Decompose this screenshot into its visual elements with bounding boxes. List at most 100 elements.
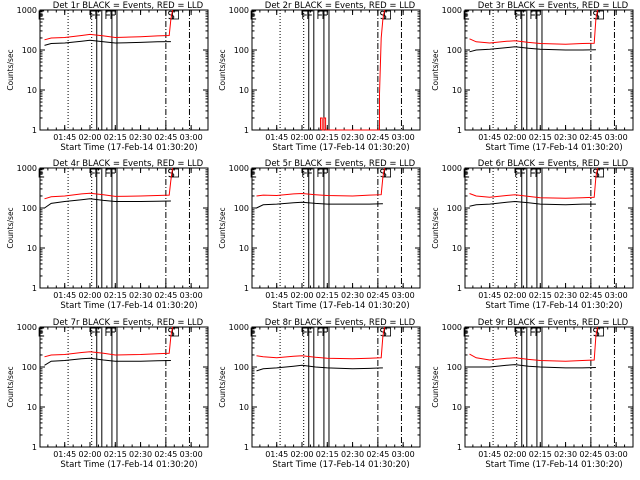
chart-title: Det 4r BLACK = Events, RED = LLD (53, 159, 204, 169)
marker-e-glyph (463, 10, 470, 20)
x-tick-label: 01:45 (478, 291, 501, 300)
y-axis-label: Counts/sec (218, 366, 227, 407)
marker-f-glyph (90, 10, 96, 19)
marker-f-glyph (530, 10, 536, 19)
marker-f-glyph (530, 168, 536, 177)
x-tick-label: 02:45 (579, 291, 602, 300)
marker-s-box (597, 327, 605, 337)
x-axis-label: Start Time (17-Feb-14 01:30:20) (272, 301, 409, 311)
y-tick-label: 1 (244, 126, 249, 135)
x-tick-label: 02:45 (154, 450, 177, 459)
x-tick-label: 03:00 (392, 133, 415, 142)
y-tick-label: 10 (452, 86, 462, 95)
y-tick-label: 1 (244, 443, 249, 452)
x-axis-label: Start Time (17-Feb-14 01:30:20) (485, 143, 622, 153)
x-tick-label: 01:45 (53, 291, 76, 300)
marker-e-glyph (38, 10, 45, 20)
plot-frame (39, 167, 209, 289)
x-tick-label: 02:30 (341, 133, 364, 142)
x-tick-label: 02:45 (154, 133, 177, 142)
x-tick-label: 03:00 (605, 450, 628, 459)
y-tick-label: 10 (452, 403, 462, 412)
plot-frame (464, 167, 634, 289)
marker-f-glyph (322, 10, 328, 19)
marker-f-glyph (535, 10, 541, 19)
marker-f-glyph (515, 327, 521, 336)
y-tick-label: 100 (22, 363, 37, 372)
marker-f-glyph (535, 327, 541, 336)
y-tick-label: 100 (22, 46, 37, 55)
x-tick-label: 02:45 (366, 133, 389, 142)
y-tick-label: 100 (447, 204, 462, 213)
y-axis-label: Counts/sec (6, 49, 15, 90)
x-tick-label: 02:30 (554, 133, 577, 142)
x-tick-label: 02:30 (341, 450, 364, 459)
marker-f-glyph (105, 327, 111, 336)
x-axis-label: Start Time (17-Feb-14 01:30:20) (485, 301, 622, 311)
series-lld-line (469, 167, 599, 199)
x-tick-label: 03:00 (392, 450, 415, 459)
x-tick-label: 02:15 (104, 291, 127, 300)
x-axis-label: Start Time (17-Feb-14 01:30:20) (60, 301, 197, 311)
x-axis-label: Start Time (17-Feb-14 01:30:20) (272, 143, 409, 153)
x-tick-label: 02:15 (316, 291, 339, 300)
marker-f-glyph (317, 10, 323, 19)
plot-frame (464, 9, 634, 131)
y-tick-label: 100 (234, 363, 249, 372)
marker-f-glyph (307, 168, 313, 177)
panel-det-1: Det 1r BLACK = Events, RED = LLD 1 10 100 10… (6, 1, 209, 153)
chart-title: Det 1r BLACK = Events, RED = LLD (53, 1, 204, 11)
plot-frame (464, 326, 634, 448)
x-tick-label: 02:15 (529, 133, 552, 142)
y-axis-label: Counts/sec (218, 49, 227, 90)
chart-title: Det 5r BLACK = Events, RED = LLD (265, 159, 416, 169)
y-tick-label: 100 (22, 204, 37, 213)
chart-title: Det 7r BLACK = Events, RED = LLD (53, 318, 204, 328)
x-tick-label: 03:00 (392, 291, 415, 300)
marker-f-glyph (110, 327, 116, 336)
marker-f-glyph (520, 168, 526, 177)
y-tick-label: 1000 (229, 164, 249, 173)
marker-f-glyph (520, 327, 526, 336)
y-tick-label: 10 (27, 403, 37, 412)
y-tick-label: 10 (452, 244, 462, 253)
marker-e-glyph (38, 168, 45, 178)
y-tick-label: 1 (457, 284, 462, 293)
x-tick-label: 02:15 (316, 133, 339, 142)
series-events-line (469, 200, 596, 207)
panel-det-8: Det 8r BLACK = Events, RED = LLD 1 10 100 10… (218, 318, 421, 470)
x-axis-label: Start Time (17-Feb-14 01:30:20) (60, 143, 197, 153)
x-tick-label: 02:45 (366, 450, 389, 459)
y-axis-label: Counts/sec (6, 366, 15, 407)
x-tick-label: 02:15 (529, 291, 552, 300)
x-tick-label: 02:15 (104, 450, 127, 459)
x-tick-label: 02:30 (554, 450, 577, 459)
y-tick-label: 1000 (17, 323, 37, 332)
y-tick-label: 1000 (442, 323, 462, 332)
y-tick-label: 1 (32, 443, 37, 452)
marker-f-glyph (530, 327, 536, 336)
series-lld-line (469, 326, 599, 362)
marker-e-glyph (38, 327, 45, 337)
marker-f-glyph (307, 327, 313, 336)
marker-s-box (384, 168, 392, 178)
x-tick-label: 02:30 (129, 133, 152, 142)
x-tick-label: 02:45 (579, 133, 602, 142)
chart-title: Det 9r BLACK = Events, RED = LLD (478, 318, 629, 328)
series-events-line (44, 198, 171, 209)
marker-f-glyph (317, 327, 323, 336)
marker-f-glyph (95, 168, 101, 177)
marker-f-glyph (302, 327, 308, 336)
chart-title: Det 3r BLACK = Events, RED = LLD (478, 1, 629, 11)
y-tick-label: 1000 (229, 6, 249, 15)
panel-det-3: Det 3r BLACK = Events, RED = LLD 1 10 100 10… (431, 1, 634, 153)
y-axis-label: Counts/sec (431, 207, 440, 248)
series-lld-line (256, 326, 386, 360)
series-events-line (469, 364, 596, 369)
series-events-line (44, 357, 171, 366)
x-tick-label: 02:15 (104, 133, 127, 142)
y-tick-label: 1 (32, 284, 37, 293)
series-lld-line (256, 167, 386, 197)
series-lld-line (44, 9, 174, 41)
